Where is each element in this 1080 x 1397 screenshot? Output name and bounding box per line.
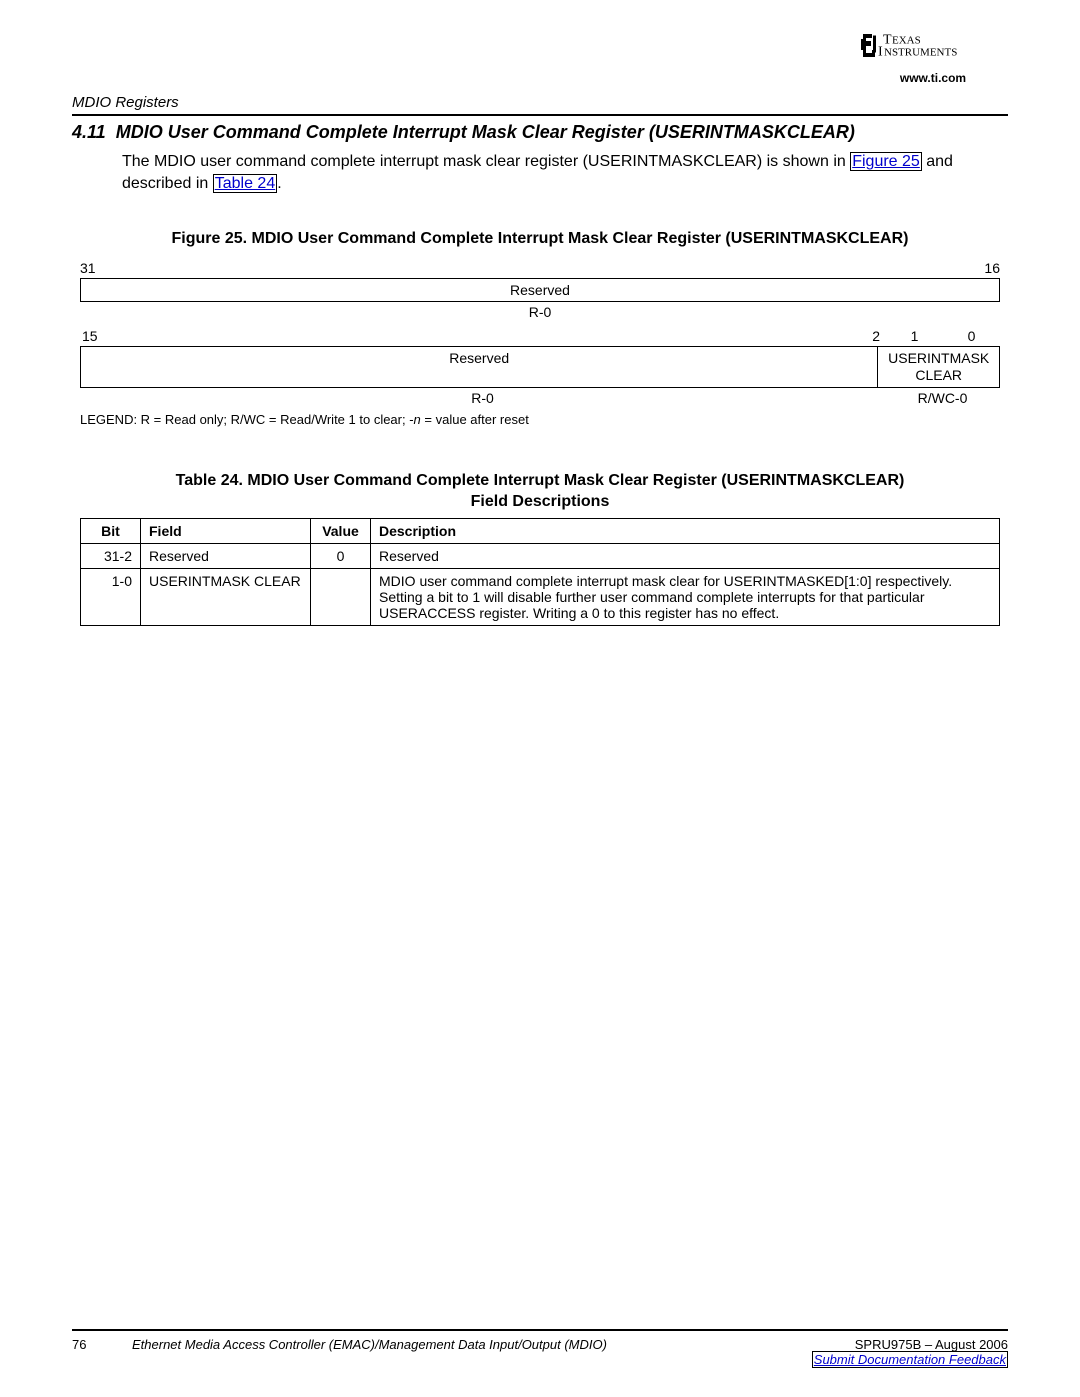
bit-label-row1: 31 16	[80, 260, 1000, 276]
footer-page: 76	[72, 1337, 112, 1352]
figure-link[interactable]: Figure 25	[850, 152, 922, 171]
row2-field-left: Reserved	[80, 346, 878, 388]
legend-n: n	[414, 412, 421, 427]
footer-title: Ethernet Media Access Controller (EMAC)/…	[112, 1337, 812, 1352]
access-row2: R-0 R/WC-0	[80, 390, 1000, 406]
th-field: Field	[141, 519, 311, 544]
td-field: USERINTMASK CLEAR	[141, 569, 311, 626]
svg-text:EXAS: EXAS	[892, 35, 921, 47]
th-value: Value	[311, 519, 371, 544]
td-description: Reserved	[371, 544, 1000, 569]
figure-legend: LEGEND: R = Read only; R/WC = Read/Write…	[80, 412, 1008, 427]
th-description: Description	[371, 519, 1000, 544]
bit-row1: Reserved	[80, 278, 1000, 302]
bit-label-row2: 15 2 1 0	[80, 328, 1000, 344]
footer-docid: SPRU975B – August 2006	[812, 1337, 1008, 1352]
row2-field-right-l2: CLEAR	[915, 367, 962, 383]
row1-access: R-0	[80, 304, 1000, 320]
access-row1: R-0	[80, 304, 1000, 320]
bit16: 16	[950, 260, 1000, 276]
ti-url: www.ti.com	[858, 71, 1008, 85]
td-value: 0	[311, 544, 371, 569]
table-header-row: Bit Field Value Description	[81, 519, 1000, 544]
page-footer: 76 Ethernet Media Access Controller (EMA…	[72, 1329, 1008, 1367]
td-value	[311, 569, 371, 626]
row2-access-right: R/WC-0	[885, 390, 1000, 406]
table-caption-l1: Table 24. MDIO User Command Complete Int…	[176, 472, 905, 489]
header-chapter: MDIO Registers	[72, 94, 179, 111]
table-row: 1-0 USERINTMASK CLEAR MDIO user command …	[81, 569, 1000, 626]
footer-feedback-link[interactable]: Submit Documentation Feedback	[812, 1351, 1008, 1368]
svg-text:NSTRUMENTS: NSTRUMENTS	[884, 47, 957, 59]
row2-field-right: USERINTMASK CLEAR	[878, 346, 1000, 388]
table-caption: Table 24. MDIO User Command Complete Int…	[72, 471, 1008, 513]
bit31: 31	[80, 260, 130, 276]
row2-field-right-l1: USERINTMASK	[888, 350, 989, 366]
td-field: Reserved	[141, 544, 311, 569]
section-heading: 4.11 MDIO User Command Complete Interrup…	[72, 122, 1008, 143]
bit15: 15	[80, 328, 823, 344]
svg-text:T: T	[883, 33, 892, 48]
bit0: 0	[943, 328, 1000, 344]
table-row: 31-2 Reserved 0 Reserved	[81, 544, 1000, 569]
bit2: 2	[823, 328, 886, 344]
td-bit: 1-0	[81, 569, 141, 626]
row1-field: Reserved	[80, 278, 1000, 302]
td-description: MDIO user command complete interrupt mas…	[371, 569, 1000, 626]
bit-row2: Reserved USERINTMASK CLEAR	[80, 346, 1000, 388]
ti-logo-block: T EXAS I NSTRUMENTS www.ti.com	[858, 24, 1008, 85]
legend-post: = value after reset	[421, 412, 529, 427]
ti-logo-icon: T EXAS I NSTRUMENTS	[858, 24, 1008, 64]
figure-caption: Figure 25. MDIO User Command Complete In…	[72, 230, 1008, 248]
body-pre: The MDIO user command complete interrupt…	[122, 153, 850, 170]
body-post: .	[277, 175, 281, 192]
header-bar: MDIO Registers	[72, 94, 1008, 116]
td-bit: 31-2	[81, 544, 141, 569]
section-number: 4.11	[72, 122, 106, 143]
section-title: MDIO User Command Complete Interrupt Mas…	[116, 122, 855, 143]
legend-pre: LEGEND: R = Read only; R/WC = Read/Write…	[80, 412, 414, 427]
field-description-table: Bit Field Value Description 31-2 Reserve…	[80, 518, 1000, 626]
svg-text:I: I	[878, 45, 883, 60]
table-caption-l2: Field Descriptions	[471, 493, 610, 510]
row2-access-left: R-0	[80, 390, 885, 406]
th-bit: Bit	[81, 519, 141, 544]
bit-diagram: 31 16 Reserved R-0 15 2 1 0 Reserved USE…	[80, 260, 1000, 406]
bit1: 1	[886, 328, 943, 344]
section-body: The MDIO user command complete interrupt…	[122, 151, 1008, 194]
table-link[interactable]: Table 24	[213, 174, 278, 193]
